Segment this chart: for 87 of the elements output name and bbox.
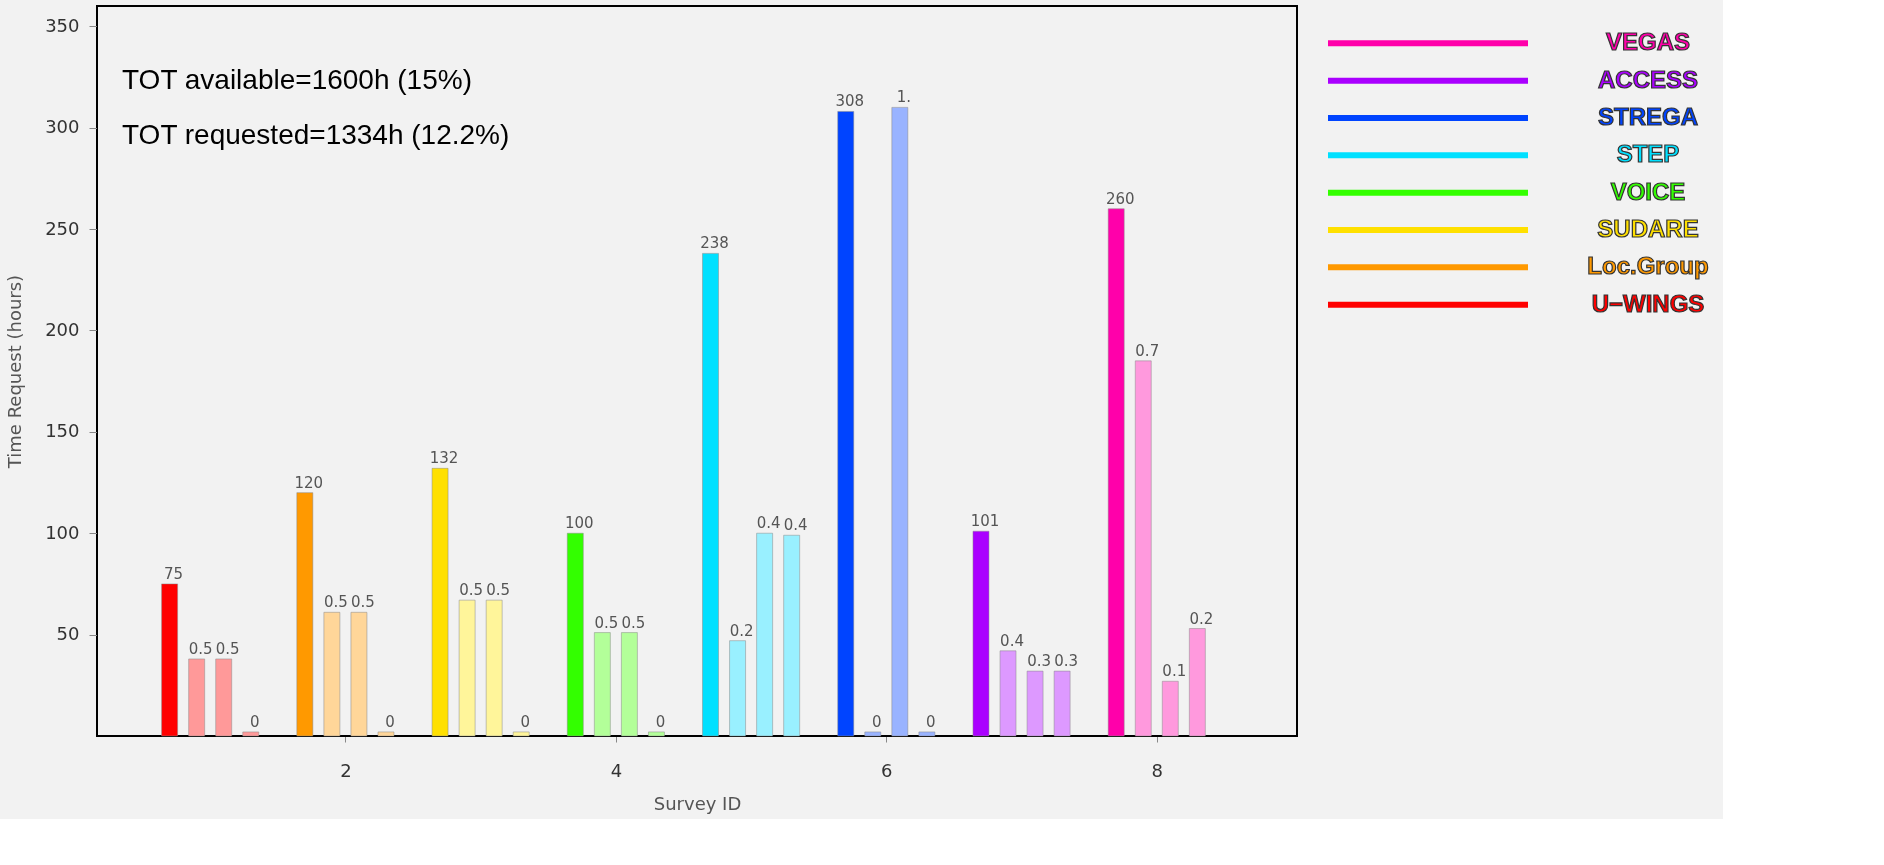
bar — [1162, 681, 1179, 737]
y-tick-label: 300 — [45, 116, 80, 138]
x-tick-label: 4 — [610, 759, 623, 781]
bar — [458, 599, 476, 737]
bar — [350, 612, 368, 737]
bar — [729, 640, 746, 737]
data-label: 132 — [429, 449, 459, 468]
bar — [918, 731, 936, 737]
annotation: 0.2 — [1189, 609, 1214, 628]
data-label: 308 — [835, 92, 865, 111]
annotation: 0 — [385, 712, 395, 731]
annotation: 0.4 — [1000, 631, 1024, 650]
annotation: 0 — [926, 712, 936, 731]
text: STEP — [1616, 140, 1680, 168]
annotation: 0.1 — [1162, 662, 1187, 681]
bar — [756, 532, 773, 737]
text: U−WINGS — [1591, 289, 1705, 317]
bar — [1135, 360, 1152, 737]
bar — [1107, 208, 1125, 737]
annotation: 0 — [655, 712, 666, 731]
bar — [783, 535, 800, 737]
y-tick-label: 200 — [45, 318, 80, 340]
annotation: 0 — [872, 712, 882, 731]
data-label: 238 — [700, 234, 729, 253]
annotation: TOT requested=1334h (12.2%) — [122, 119, 510, 150]
bar — [594, 632, 611, 737]
annotation: 0.5 — [188, 639, 213, 658]
bar — [864, 731, 882, 737]
data-label: 100 — [564, 514, 594, 533]
bar — [485, 599, 503, 737]
annotation: 0.5 — [594, 613, 619, 632]
y-tick-label: 350 — [45, 14, 80, 36]
annotation: 0 — [520, 712, 530, 731]
y-tick-label: 150 — [45, 420, 80, 442]
x-tick-label: 2 — [340, 759, 352, 781]
data-label: 101 — [970, 512, 1000, 531]
bar — [377, 731, 395, 737]
data-label: 75 — [164, 564, 184, 583]
bar — [188, 658, 205, 737]
annotation: 0 — [249, 712, 260, 731]
bar — [567, 532, 584, 737]
text: ACCESS — [1597, 65, 1699, 93]
annotation: 0.5 — [459, 581, 484, 600]
bar — [323, 612, 341, 737]
bar — [972, 530, 990, 737]
bar — [648, 731, 665, 737]
annotation: 0.5 — [486, 581, 511, 600]
text: VEGAS — [1605, 28, 1691, 56]
bar — [1053, 670, 1071, 737]
annotation: 0.3 — [1027, 652, 1051, 671]
annotation: 0.5 — [323, 593, 348, 612]
bar — [1026, 670, 1044, 737]
annotation: 0.5 — [621, 613, 646, 632]
annotation: 0.4 — [756, 514, 781, 533]
x-axis-title: Survey ID — [653, 792, 742, 814]
bar — [702, 253, 719, 737]
text: Loc.Group — [1587, 252, 1709, 280]
bar — [837, 111, 854, 737]
annotation: 0.7 — [1135, 341, 1160, 360]
text: SUDARE — [1597, 215, 1699, 242]
bar — [999, 650, 1017, 737]
y-axis-title: Time Request (hours) — [4, 274, 26, 470]
text: VOICE — [1610, 177, 1686, 205]
bar — [161, 583, 178, 737]
annotation: 1. — [896, 88, 911, 107]
bar — [296, 492, 314, 737]
bar — [621, 632, 638, 737]
x-tick-label: 8 — [1151, 759, 1163, 781]
data-label: 120 — [294, 473, 324, 492]
annotation: 0.2 — [729, 621, 754, 640]
y-tick-label: 100 — [45, 521, 80, 543]
bar — [891, 107, 909, 737]
annotation: 0.5 — [215, 639, 240, 658]
bar — [215, 658, 232, 737]
bar — [242, 731, 259, 737]
data-label: 260 — [1105, 189, 1135, 208]
annotation: 0.4 — [783, 516, 808, 535]
y-tick-label: 50 — [56, 623, 80, 645]
y-tick-label: 250 — [45, 217, 80, 239]
text: STREGA — [1597, 103, 1699, 130]
annotation: TOT available=1600h (15%) — [122, 64, 472, 95]
bar — [512, 731, 530, 737]
annotation: 0.3 — [1054, 652, 1079, 671]
bar — [431, 468, 449, 737]
annotation: 0.5 — [351, 593, 375, 612]
bar — [1189, 628, 1206, 737]
x-tick-label: 6 — [881, 759, 893, 781]
